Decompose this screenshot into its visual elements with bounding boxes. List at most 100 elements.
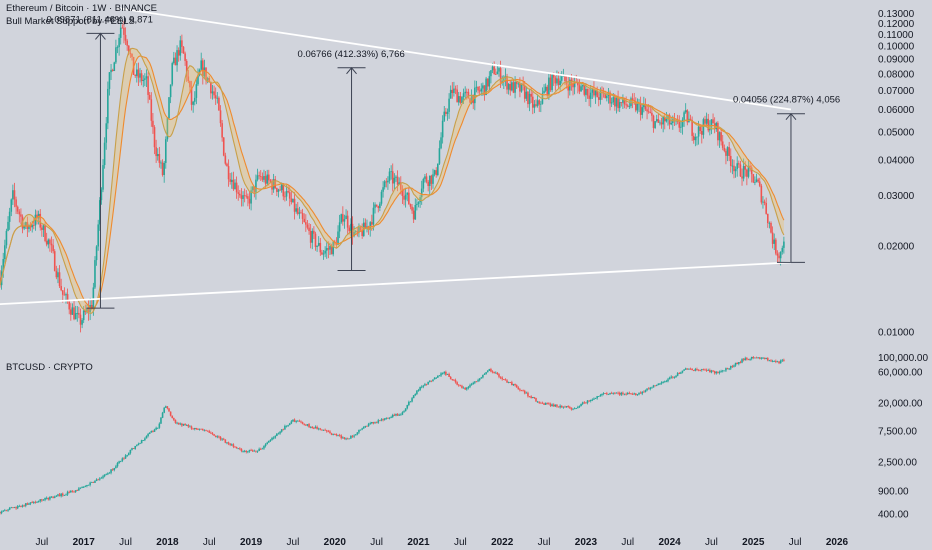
btc-candle xyxy=(567,406,569,407)
eth-candle xyxy=(459,96,462,103)
btc-candle xyxy=(193,427,196,430)
btc-candle xyxy=(211,433,214,435)
eth-candle xyxy=(8,211,11,222)
measure-label: 0.09871 (811.46%) 9,871 xyxy=(46,14,153,25)
btc-candle xyxy=(61,493,64,496)
eth-candle xyxy=(258,175,260,177)
btc-candle xyxy=(483,374,486,375)
btc-candle xyxy=(464,387,466,390)
eth-candle xyxy=(432,174,434,184)
eth-candle xyxy=(184,53,186,61)
btc-candle xyxy=(556,404,558,407)
eth-candle xyxy=(197,75,199,85)
eth-candle xyxy=(301,213,304,219)
eth-candle xyxy=(404,194,407,200)
eth-candle xyxy=(263,176,265,180)
eth-candle xyxy=(540,103,542,105)
btc-candle xyxy=(485,372,487,375)
btc-candle xyxy=(620,392,623,395)
btc-candle xyxy=(694,368,697,371)
btc-candle xyxy=(461,385,463,388)
eth-candle xyxy=(63,294,66,296)
btc-candle xyxy=(554,404,557,407)
indicator-legend[interactable]: Bull Market Support by FEELS xyxy=(6,16,135,27)
btc-candle xyxy=(338,434,341,436)
btc-candle xyxy=(610,392,613,394)
eth-candle xyxy=(382,187,384,192)
btc-candle xyxy=(606,393,608,395)
eth-candle xyxy=(733,165,735,172)
btc-pane-legend[interactable]: BTCUSD · CRYPTO xyxy=(6,362,93,373)
btc-candle xyxy=(773,360,776,362)
btc-candle xyxy=(79,487,82,489)
btc-candle xyxy=(736,362,739,364)
btc-candle xyxy=(416,390,418,394)
btc-candle xyxy=(76,490,79,492)
eth-candle xyxy=(519,83,521,92)
btc-candle xyxy=(715,372,718,374)
eth-candle xyxy=(150,99,153,121)
btc-candle xyxy=(354,434,357,436)
btc-candle xyxy=(604,393,607,394)
btc-candle xyxy=(739,362,742,363)
btc-candle xyxy=(775,360,777,362)
eth-candle xyxy=(16,206,19,212)
eth-candle xyxy=(696,136,698,138)
eth-candle xyxy=(618,102,621,109)
btc-candle xyxy=(396,413,399,416)
eth-candle xyxy=(684,110,687,113)
eth-candle xyxy=(604,93,607,99)
eth-candle xyxy=(314,233,317,247)
eth-candle xyxy=(276,187,278,192)
eth-candle xyxy=(755,179,758,183)
btc-candle xyxy=(591,399,594,401)
eth-candle xyxy=(564,74,566,82)
btc-candle xyxy=(261,448,264,450)
btc-candle xyxy=(419,387,421,391)
btc-candle xyxy=(210,432,212,434)
btc-candle xyxy=(577,407,579,409)
eth-candle xyxy=(630,98,632,107)
eth-candle xyxy=(451,89,454,94)
btc-candle xyxy=(393,414,396,416)
eth-candle xyxy=(76,312,79,314)
btc-candle xyxy=(528,396,531,398)
eth-candle xyxy=(739,164,742,177)
btc-candle xyxy=(673,376,676,378)
btc-candle xyxy=(406,405,409,409)
btc-candle xyxy=(459,385,462,387)
btc-candle xyxy=(200,428,203,430)
btc-candle xyxy=(734,362,737,366)
btc-candle xyxy=(593,398,595,400)
btc-candle xyxy=(126,455,128,456)
eth-candle xyxy=(47,239,50,245)
eth-candle xyxy=(652,115,655,128)
eth-candle xyxy=(203,67,206,77)
btc-candle xyxy=(490,369,492,372)
eth-candle xyxy=(729,155,732,166)
eth-candle xyxy=(469,98,471,103)
eth-candle xyxy=(549,77,552,91)
btc-candle xyxy=(65,494,67,496)
btc-candle xyxy=(404,408,407,412)
btc-candle xyxy=(52,496,54,498)
eth-candle xyxy=(623,98,626,105)
btc-candle xyxy=(766,358,769,361)
btc-candle xyxy=(705,369,708,371)
btc-candle xyxy=(451,379,454,380)
btc-candle xyxy=(501,377,503,380)
btc-candle xyxy=(448,373,450,377)
eth-candle xyxy=(321,252,323,255)
symbol-legend[interactable]: Ethereum / Bitcoin · 1W · BINANCE xyxy=(6,3,157,14)
eth-candle xyxy=(578,85,581,92)
eth-candle xyxy=(169,84,172,98)
btc-candle xyxy=(259,448,262,450)
btc-candle xyxy=(536,401,539,403)
eth-candle xyxy=(337,231,339,246)
btc-candle xyxy=(478,378,481,381)
btc-candle xyxy=(382,419,384,421)
eth-candle xyxy=(483,85,486,96)
btc-candle xyxy=(475,381,478,383)
btc-candle xyxy=(53,496,56,498)
